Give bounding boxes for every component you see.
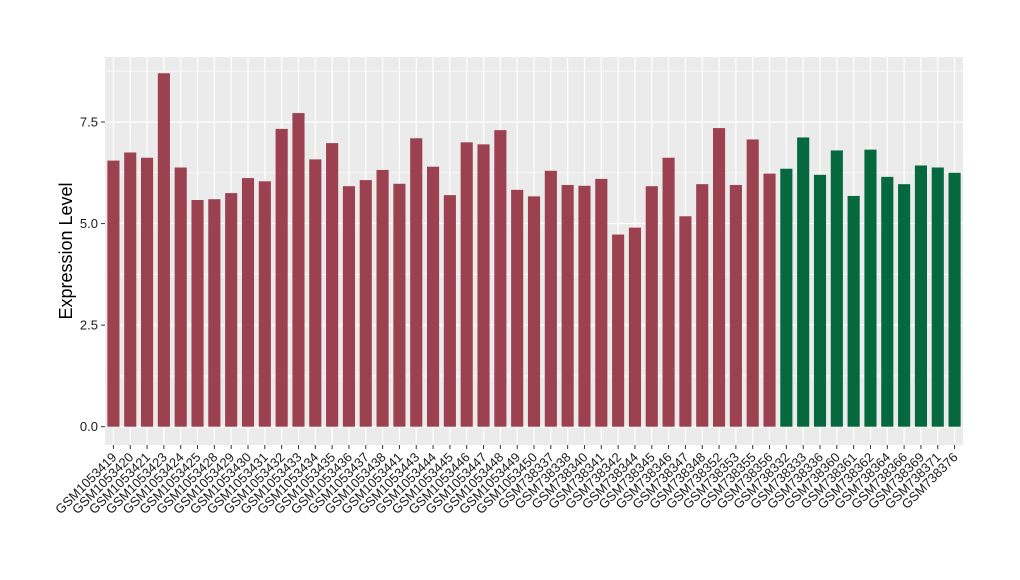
- bar-GSM738344: [628, 227, 641, 427]
- bar-GSM1053450: [527, 196, 541, 427]
- bar-GSM1053428: [208, 199, 221, 427]
- bar-GSM1053430: [241, 178, 255, 427]
- bar-GSM1053419: [107, 160, 120, 427]
- bar-GSM1053447: [477, 144, 490, 427]
- bar-GSM1053438: [376, 169, 389, 427]
- bar-GSM738336: [813, 174, 827, 427]
- y-tick-label: 0.0: [80, 419, 98, 434]
- bar-GSM1053436: [342, 186, 355, 427]
- bar-GSM738346: [662, 157, 675, 427]
- bar-GSM1053433: [292, 113, 305, 427]
- y-tick-label: 5.0: [80, 216, 98, 231]
- bar-GSM738342: [612, 234, 625, 427]
- bar-GSM738347: [679, 216, 692, 427]
- bar-GSM1053423: [157, 73, 170, 427]
- bar-GSM1053434: [309, 159, 322, 427]
- bar-GSM1053421: [141, 157, 154, 427]
- bar-GSM738366: [898, 184, 911, 427]
- bar-GSM738332: [780, 168, 793, 427]
- bars: [107, 73, 961, 427]
- bar-GSM738364: [881, 176, 894, 427]
- bar-GSM738337: [544, 170, 557, 427]
- x-axis: GSM1053419GSM1053420GSM1053421GSM1053423…: [52, 445, 961, 517]
- bar-GSM1053445: [443, 195, 456, 427]
- bar-GSM738371: [931, 167, 944, 427]
- bar-GSM738341: [595, 178, 608, 427]
- bar-GSM738352: [713, 128, 726, 427]
- bar-GSM1053441: [393, 183, 406, 427]
- bar-GSM738345: [645, 186, 658, 427]
- bar-GSM1053443: [410, 138, 423, 427]
- bar-GSM1053444: [427, 166, 440, 427]
- y-tick-label: 2.5: [80, 318, 98, 333]
- bar-GSM738362: [864, 149, 877, 427]
- bar-GSM738353: [729, 184, 742, 427]
- bar-GSM738356: [763, 173, 776, 427]
- bar-GSM1053449: [511, 189, 524, 427]
- bar-GSM738369: [914, 165, 927, 427]
- bar-GSM1053437: [359, 180, 372, 427]
- bar-GSM738360: [830, 150, 843, 427]
- bar-GSM738355: [746, 139, 759, 427]
- bar-GSM1053435: [326, 143, 339, 427]
- bar-GSM738338: [561, 184, 574, 427]
- bar-GSM738361: [847, 195, 860, 427]
- y-tick-label: 7.5: [80, 115, 98, 130]
- bar-GSM1053420: [124, 152, 137, 427]
- y-axis: 0.0 2.5 5.0 7.5: [80, 115, 105, 434]
- bar-GSM1053446: [460, 142, 473, 427]
- bar-GSM1053425: [191, 200, 204, 427]
- bar-GSM1053448: [494, 130, 507, 427]
- bar-GSM738376: [948, 172, 961, 427]
- bar-GSM1053429: [225, 193, 238, 427]
- y-axis-title: Expression Level: [56, 182, 76, 319]
- bar-GSM738333: [797, 137, 810, 427]
- bar-GSM738348: [696, 184, 709, 427]
- bar-GSM1053432: [275, 128, 288, 427]
- bar-GSM738340: [578, 185, 591, 427]
- bar-GSM1053424: [174, 167, 187, 427]
- bar-GSM1053431: [258, 181, 271, 427]
